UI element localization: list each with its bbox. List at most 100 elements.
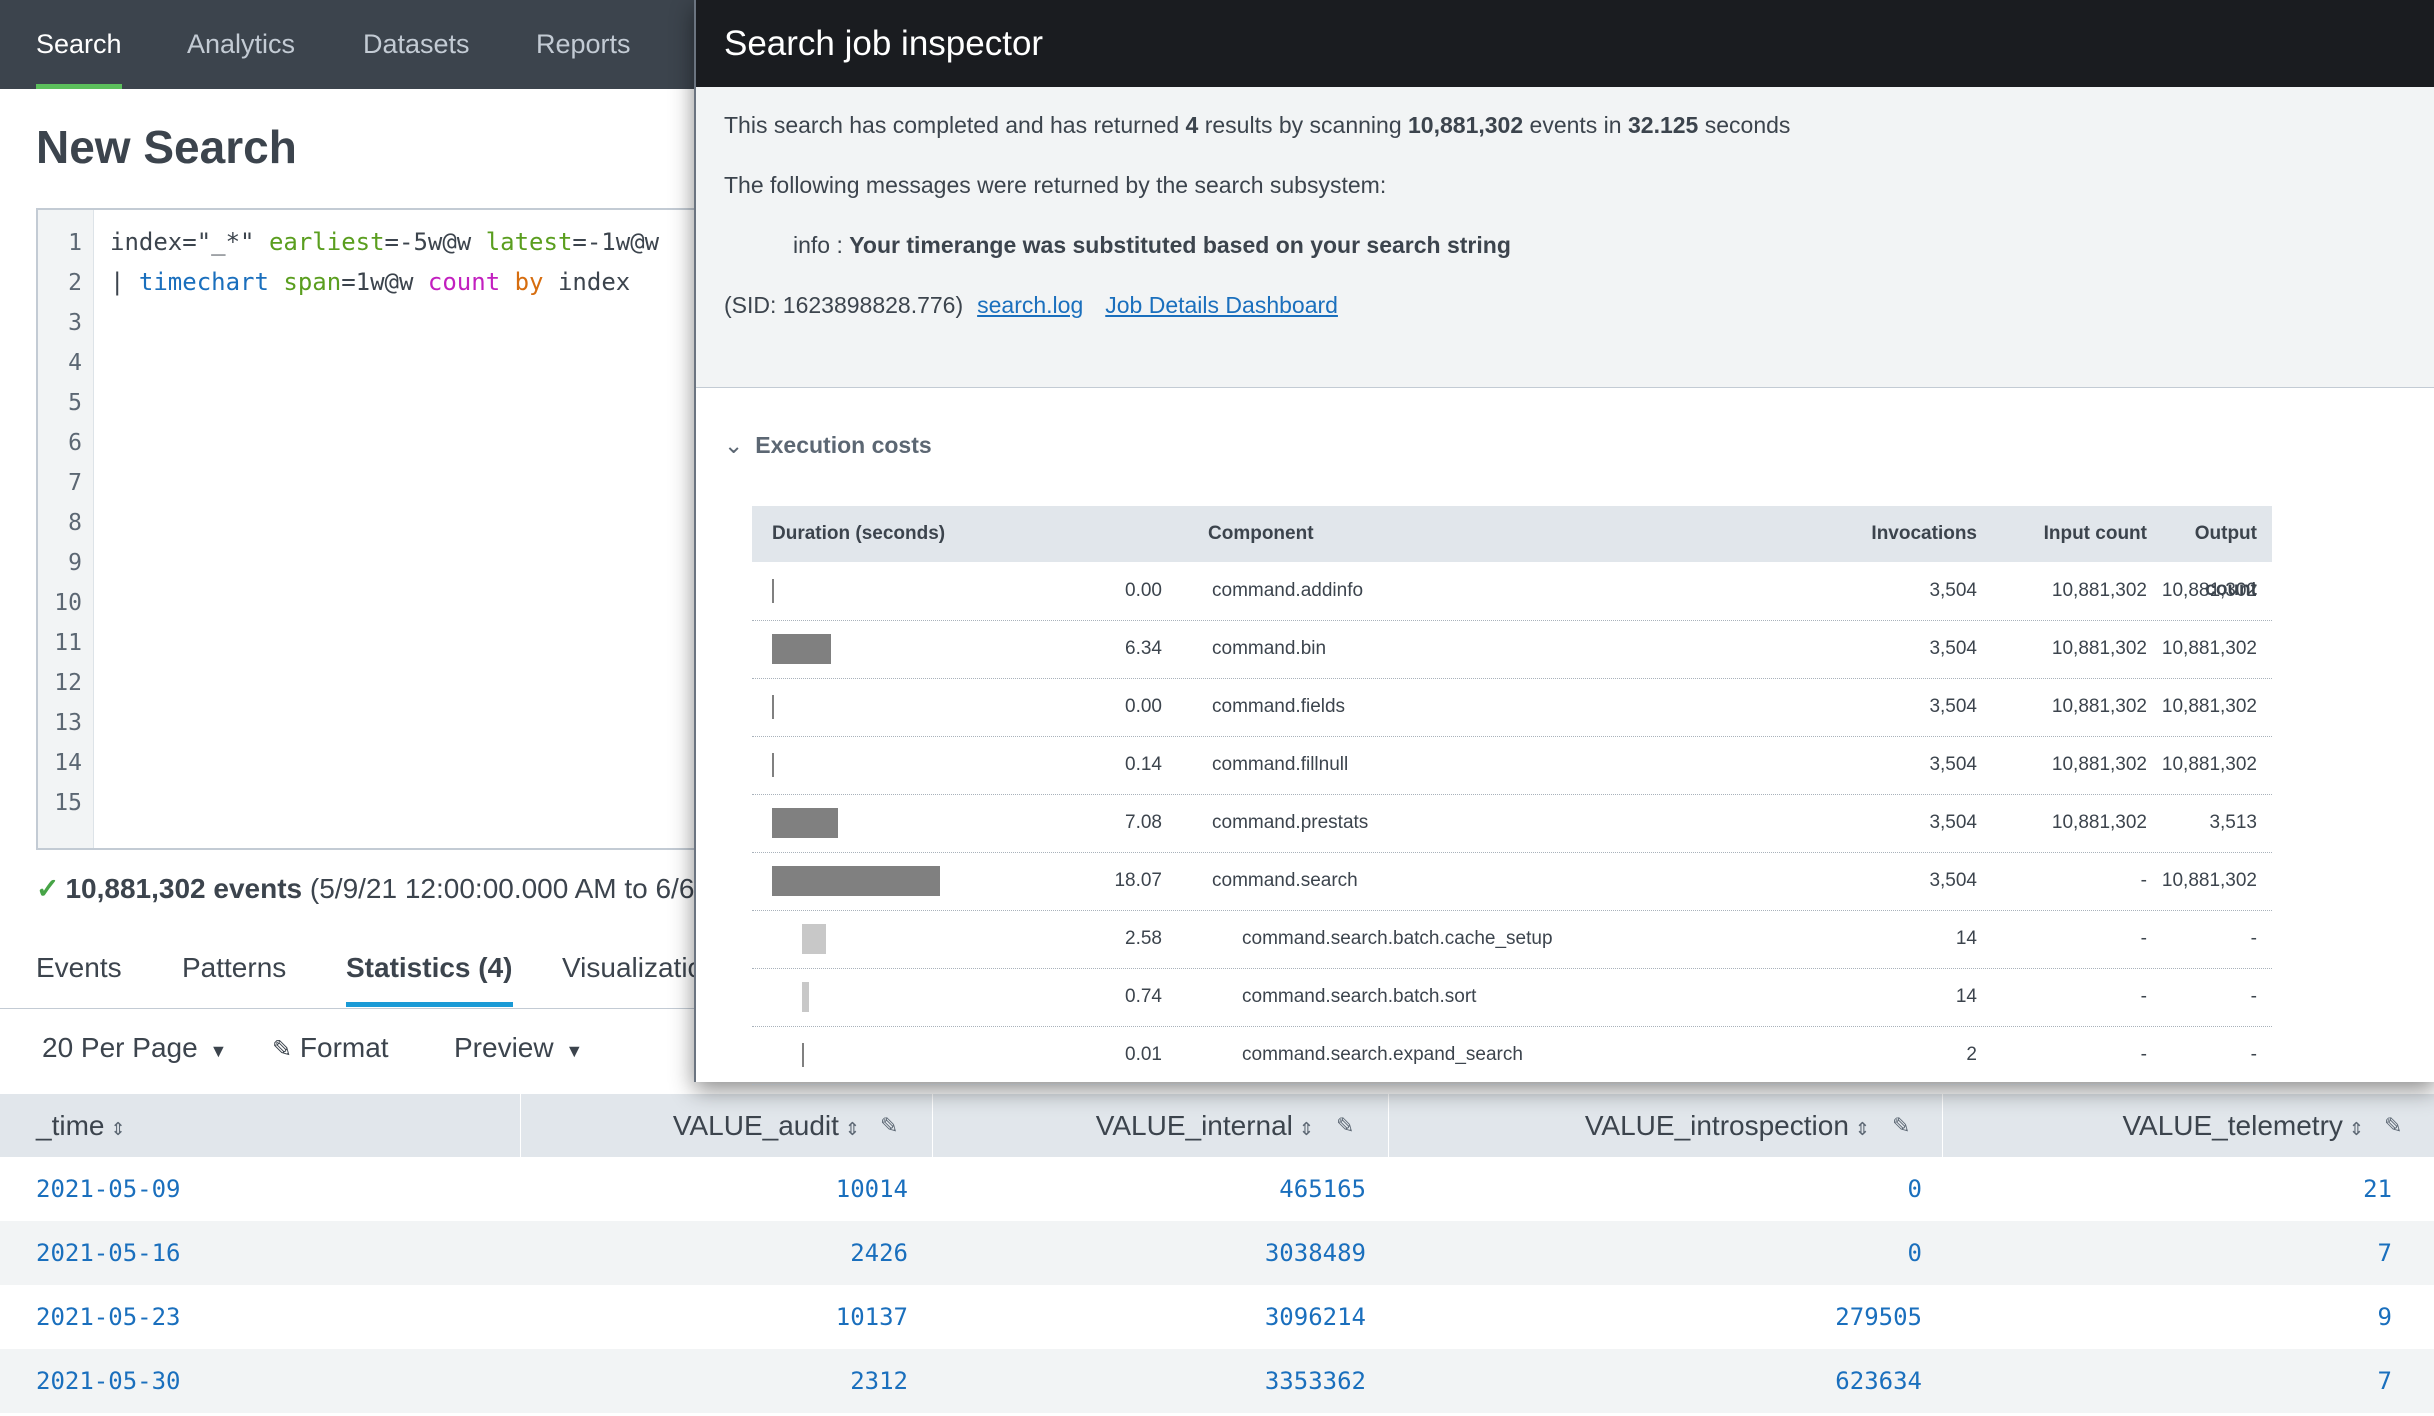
cell-value-audit[interactable]: 2426	[850, 1239, 908, 1267]
per-page-dropdown[interactable]: 20 Per Page ▼	[42, 1032, 227, 1064]
code-token	[500, 268, 514, 296]
cell-time[interactable]: 2021-05-23	[36, 1303, 181, 1331]
cell-value-audit[interactable]: 10014	[835, 1175, 908, 1203]
sort-icon[interactable]: ⇕	[1854, 1119, 1870, 1139]
component-name: command.fillnull	[1212, 754, 1349, 775]
caret-down-icon: ▼	[565, 1041, 584, 1061]
line-number-gutter: 1 2 3 4 5 6 7 8 9 10 11 12 13 14 15	[38, 210, 94, 848]
messages-intro: The following messages were returned by …	[724, 172, 1387, 198]
cell-value-introspection[interactable]: 623634	[1835, 1367, 1922, 1395]
line-number: 11	[54, 630, 82, 656]
cost-row: 6.34 command.bin 3,504 10,881,302 10,881,302	[752, 620, 2272, 679]
duration-value: 0.14	[1125, 754, 1162, 775]
cell-value-introspection[interactable]: 0	[1907, 1175, 1922, 1203]
search-id: (SID: 1623898828.776)	[724, 292, 964, 318]
column-divider	[1388, 1094, 1389, 1157]
column-header-value-telemetry[interactable]: VALUE_telemetry ⇕	[1942, 1094, 2364, 1157]
column-header-label: _time	[36, 1110, 105, 1141]
code-token: index="_*"	[110, 228, 269, 256]
tab-statistics[interactable]: Statistics (4)	[346, 952, 513, 1007]
edit-column-icon[interactable]: ✎	[880, 1113, 899, 1138]
info-label: info :	[793, 232, 850, 258]
component-name: command.addinfo	[1212, 580, 1364, 601]
cost-row: 0.00 command.fields 3,504 10,881,302 10,881,…	[752, 678, 2272, 737]
divider	[696, 387, 2434, 388]
output-count-value: -	[2250, 928, 2257, 949]
column-header-value-introspection[interactable]: VALUE_introspection ⇕	[1388, 1094, 1870, 1157]
costs-table-header: Duration (seconds) Component Invocations…	[752, 506, 2272, 600]
nav-tab-search[interactable]: Search	[36, 0, 122, 89]
sort-icon[interactable]: ⇕	[844, 1119, 860, 1139]
tab-visualization[interactable]: Visualizatio	[562, 952, 704, 983]
line-number: 14	[54, 750, 82, 776]
sort-icon[interactable]: ⇕	[2348, 1119, 2364, 1139]
execution-costs-title: Execution costs	[755, 432, 932, 458]
invocations-value: 2	[1966, 1044, 1977, 1065]
job-details-dashboard-link[interactable]: Job Details Dashboard	[1105, 292, 1338, 318]
cell-value-internal[interactable]: 3096214	[1264, 1303, 1366, 1331]
code-token: span	[283, 268, 342, 296]
tab-patterns[interactable]: Patterns	[182, 952, 287, 983]
cell-value-telemetry[interactable]: 7	[2377, 1239, 2392, 1267]
format-button[interactable]: ✎ Format	[272, 1032, 389, 1064]
code-line-1[interactable]: index="_*" earliest=-5w@w latest=-1w@w	[110, 228, 659, 256]
cell-time[interactable]: 2021-05-16	[36, 1239, 181, 1267]
column-header-value-internal[interactable]: VALUE_internal ⇕	[932, 1094, 1314, 1157]
line-number: 15	[54, 790, 82, 816]
nav-tab-reports[interactable]: Reports	[536, 29, 631, 59]
column-header-label: VALUE_audit	[672, 1110, 839, 1141]
cell-value-audit[interactable]: 2312	[850, 1367, 908, 1395]
column-header-value-audit[interactable]: VALUE_audit ⇕	[520, 1094, 860, 1157]
inspector-summary: This search has completed and has return…	[724, 112, 1790, 139]
edit-column-icon[interactable]: ✎	[1336, 1113, 1355, 1138]
cell-value-introspection[interactable]: 279505	[1835, 1303, 1922, 1331]
code-line-2[interactable]: | timechart span=1w@w count by index	[110, 268, 630, 296]
line-number: 2	[68, 270, 82, 296]
duration-bar	[772, 695, 774, 719]
cell-value-telemetry[interactable]: 21	[2363, 1175, 2392, 1203]
cell-value-internal[interactable]: 3353362	[1264, 1367, 1366, 1395]
summary-results-count: 4	[1185, 112, 1199, 138]
cell-value-telemetry[interactable]: 7	[2377, 1367, 2392, 1395]
search-log-link[interactable]: search.log	[977, 292, 1084, 318]
line-number: 5	[68, 390, 82, 416]
cell-time[interactable]: 2021-05-09	[36, 1175, 181, 1203]
sort-icon[interactable]: ⇕	[110, 1119, 126, 1139]
line-number: 4	[68, 350, 82, 376]
cell-value-internal[interactable]: 465165	[1279, 1175, 1366, 1203]
column-header-time[interactable]: _time ⇕	[36, 1094, 126, 1157]
output-count-value: 10,881,302	[2161, 696, 2257, 717]
sort-icon[interactable]: ⇕	[1298, 1119, 1314, 1139]
nav-tab-datasets[interactable]: Datasets	[363, 29, 470, 59]
cell-value-internal[interactable]: 3038489	[1264, 1239, 1366, 1267]
cell-value-telemetry[interactable]: 9	[2377, 1303, 2392, 1331]
nav-tab-analytics[interactable]: Analytics	[187, 29, 296, 59]
search-editor[interactable]: 1 2 3 4 5 6 7 8 9 10 11 12 13 14 15 index="_*" earlies…	[36, 208, 760, 850]
cell-value-introspection[interactable]: 0	[1907, 1239, 1922, 1267]
duration-value: 0.74	[1125, 986, 1162, 1007]
code-token: by	[514, 268, 544, 296]
header-duration: Duration (seconds)	[772, 523, 946, 544]
column-divider	[520, 1094, 521, 1157]
cost-row: 7.08 command.prestats 3,504 10,881,302 3,513	[752, 794, 2272, 853]
line-number: 8	[68, 510, 82, 536]
tab-events[interactable]: Events	[36, 952, 122, 983]
cell-value-audit[interactable]: 10137	[835, 1303, 908, 1331]
preview-label: Preview	[454, 1032, 554, 1063]
line-number: 9	[68, 550, 82, 576]
cell-time[interactable]: 2021-05-30	[36, 1367, 181, 1395]
cost-row: 0.00 command.addinfo 3,504 10,881,302 10,881…	[752, 562, 2272, 621]
edit-column-icon[interactable]: ✎	[1892, 1113, 1911, 1138]
code-token: index	[543, 268, 631, 296]
execution-costs-toggle[interactable]: ⌄ Execution costs	[724, 432, 932, 459]
duration-value: 18.07	[1114, 870, 1162, 891]
component-name: command.prestats	[1212, 812, 1369, 833]
preview-dropdown[interactable]: Preview ▼	[454, 1032, 583, 1064]
line-number: 6	[68, 430, 82, 456]
info-message: info : Your timerange was substituted ba…	[793, 232, 1511, 259]
code-token: =-5w@w	[384, 228, 486, 256]
summary-seconds: 32.125	[1627, 112, 1699, 138]
edit-column-icon[interactable]: ✎	[2384, 1113, 2403, 1138]
column-header-label: VALUE_introspection	[1584, 1110, 1849, 1141]
output-count-value: -	[2250, 986, 2257, 1007]
